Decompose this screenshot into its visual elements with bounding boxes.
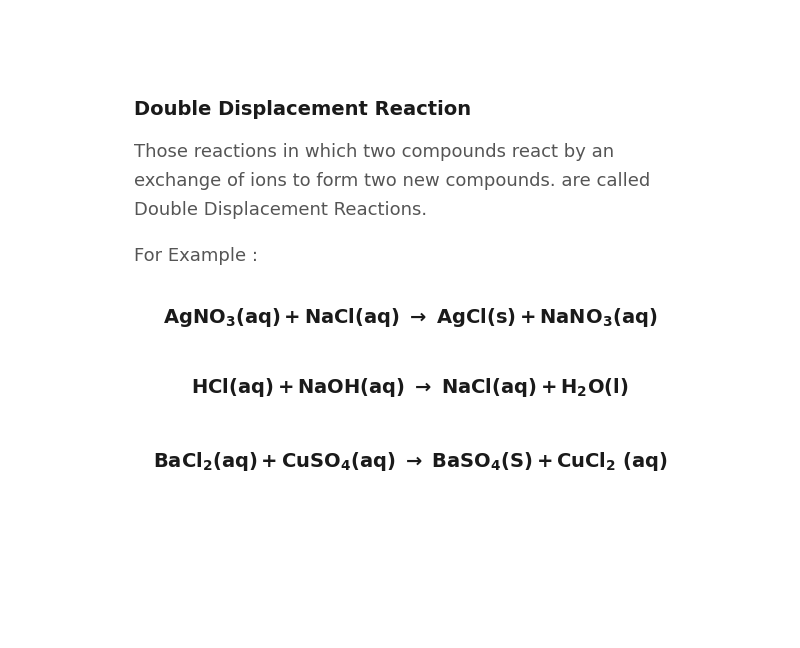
Text: Double Displacement Reactions.: Double Displacement Reactions.	[134, 200, 427, 218]
Text: Those reactions in which two compounds react by an: Those reactions in which two compounds r…	[134, 143, 614, 161]
Text: $\mathbf{AgNO_3(aq) + NaCl(aq)\ \rightarrow\ AgCl(s) + NaNO_3(aq)}$: $\mathbf{AgNO_3(aq) + NaCl(aq)\ \rightar…	[163, 306, 657, 329]
Text: Double Displacement Reaction: Double Displacement Reaction	[134, 100, 471, 119]
Text: $\mathbf{HCl(aq) + NaOH(aq)\ \rightarrow\ NaCl(aq) + H_2O(l)}$: $\mathbf{HCl(aq) + NaOH(aq)\ \rightarrow…	[191, 376, 629, 399]
Text: exchange of ions to form two new compounds. are called: exchange of ions to form two new compoun…	[134, 172, 650, 190]
Text: $\mathbf{BaCl_2(aq) + CuSO_4(aq)\ \rightarrow\ BaSO_4(S) + CuCl_2\ (aq)}$: $\mathbf{BaCl_2(aq) + CuSO_4(aq)\ \right…	[153, 450, 667, 474]
Text: For Example :: For Example :	[134, 248, 258, 266]
